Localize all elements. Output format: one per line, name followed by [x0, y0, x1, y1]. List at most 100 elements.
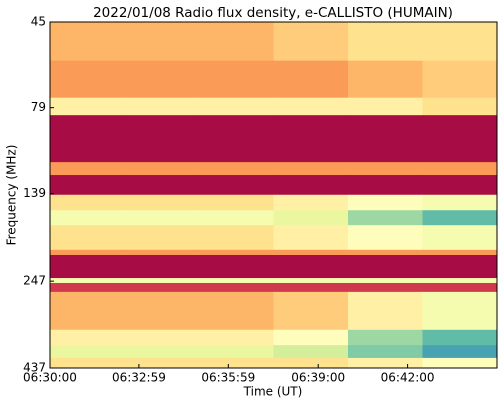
heatmap-cell: [422, 97, 498, 116]
heatmap-cell: [273, 255, 349, 279]
heatmap-cell: [124, 345, 200, 359]
heatmap-cell: [50, 162, 125, 176]
y-tick-label: 139: [23, 186, 46, 200]
heatmap-cell: [199, 278, 274, 284]
heatmap-cell: [348, 329, 423, 346]
heatmap-cell: [422, 225, 498, 251]
heatmap-cell: [124, 278, 200, 284]
heatmap-cell: [199, 210, 274, 226]
heatmap-cell: [124, 97, 200, 116]
heatmap-cell: [348, 255, 423, 279]
x-tick-label: 06:39:00: [291, 371, 345, 385]
heatmap-cell: [422, 357, 498, 369]
heatmap-cell: [422, 345, 498, 359]
heatmap-cell: [199, 345, 274, 359]
heatmap-cell: [422, 278, 498, 284]
heatmap-cell: [50, 97, 125, 116]
heatmap-cell: [348, 162, 423, 176]
heatmap-cell: [124, 115, 200, 163]
heatmap-cell: [348, 115, 423, 163]
heatmap-cell: [273, 278, 349, 284]
heatmap-cell: [199, 249, 274, 256]
heatmap-cell: [273, 97, 349, 116]
heatmap-cell: [348, 60, 423, 99]
y-tick-label: 437: [23, 361, 46, 375]
heatmap-cell: [273, 329, 349, 346]
heatmap-cell: [124, 22, 200, 62]
heatmap-cell: [50, 255, 125, 279]
heatmap-cell: [422, 255, 498, 279]
heatmap-cell: [199, 162, 274, 176]
heatmap-cell: [50, 278, 125, 284]
heatmap-cell: [348, 225, 423, 251]
heatmap-cell: [273, 175, 349, 196]
heatmap-cell: [199, 60, 274, 99]
heatmap-cell: [273, 115, 349, 163]
plot-frame: [49, 21, 498, 369]
y-tick-label: 79: [31, 100, 46, 114]
heatmap-cell: [124, 291, 200, 331]
heatmap-cell: [124, 357, 200, 369]
heatmap-cell: [50, 282, 125, 293]
heatmap-cell: [50, 225, 125, 251]
heatmap-cell: [273, 162, 349, 176]
heatmap-cell: [50, 249, 125, 256]
heatmap-cell: [273, 345, 349, 359]
heatmap-cell: [422, 194, 498, 211]
heatmap-cell: [199, 22, 274, 62]
heatmap-cell: [124, 225, 200, 251]
heatmap-cell: [273, 291, 349, 331]
heatmap-cell: [199, 357, 274, 369]
heatmap-cell: [124, 249, 200, 256]
heatmap-cell: [422, 329, 498, 346]
x-tick-label: 06:32:59: [112, 371, 166, 385]
heatmap-cell: [50, 291, 125, 331]
heatmap-cell: [273, 357, 349, 369]
heatmap-cell: [124, 60, 200, 99]
heatmap-cell: [422, 175, 498, 196]
heatmap-cell: [124, 329, 200, 346]
heatmap-cell: [273, 225, 349, 251]
heatmap-cell: [348, 345, 423, 359]
heatmap-cell: [124, 255, 200, 279]
heatmap-cell: [273, 60, 349, 99]
heatmap-cell: [348, 291, 423, 331]
heatmap-cell: [348, 175, 423, 196]
heatmap-cell: [50, 210, 125, 226]
y-tick-label: 247: [23, 274, 46, 288]
y-tick-label: 45: [31, 15, 46, 29]
heatmap-cell: [199, 194, 274, 211]
heatmap-cell: [199, 115, 274, 163]
heatmap-cell: [50, 194, 125, 211]
heatmap-cell: [124, 162, 200, 176]
x-tick-label: 06:30:00: [23, 371, 77, 385]
heatmap-cell: [422, 22, 498, 62]
heatmap-cell: [348, 210, 423, 226]
heatmap-cell: [348, 22, 423, 62]
heatmap-cell: [422, 249, 498, 256]
x-tick-label: 06:42:00: [381, 371, 435, 385]
heatmap-cell: [50, 345, 125, 359]
heatmap-cell: [348, 194, 423, 211]
heatmap-cell: [50, 175, 125, 196]
heatmap-cell: [422, 282, 498, 293]
heatmap-cell: [348, 278, 423, 284]
heatmap: [50, 22, 498, 369]
heatmap-cell: [199, 329, 274, 346]
heatmap-cell: [273, 194, 349, 211]
heatmap-cell: [50, 60, 125, 99]
heatmap-cell: [273, 22, 349, 62]
heatmap-cell: [50, 22, 125, 62]
heatmap-cell: [422, 115, 498, 163]
heatmap-cell: [199, 282, 274, 293]
heatmap-cell: [348, 249, 423, 256]
heatmap-cell: [124, 282, 200, 293]
heatmap-cell: [199, 291, 274, 331]
x-tick-label: 06:35:59: [201, 371, 255, 385]
heatmap-cell: [422, 210, 498, 226]
heatmap-cell: [422, 291, 498, 331]
heatmap-cell: [124, 210, 200, 226]
heatmap-cell: [199, 175, 274, 196]
y-axis-label: Frequency (MHz): [5, 145, 19, 246]
